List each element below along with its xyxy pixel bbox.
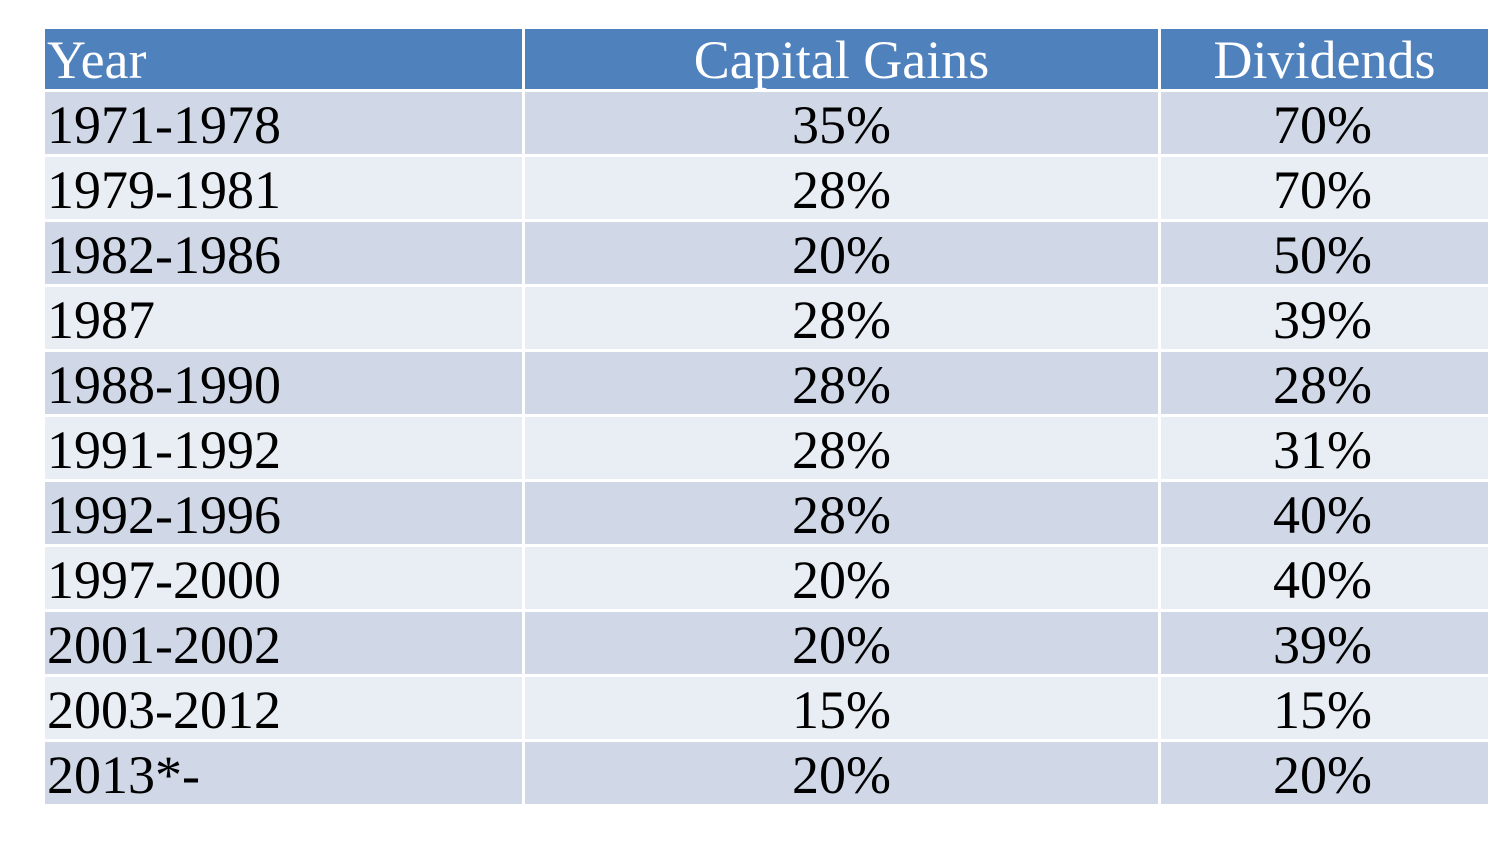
cell-dividends: 31% [1158, 414, 1491, 482]
table-row: 1992-1996 28% 40% [42, 479, 1491, 547]
table-row: 1987 28% 39% [42, 284, 1491, 352]
cell-dividends: 28% [1158, 349, 1491, 417]
cell-dividends: 39% [1158, 609, 1491, 677]
cell-capital-gains: 20% [522, 739, 1161, 807]
cell-year: 1979-1981 [42, 154, 525, 222]
table-row: 1971-1978 35% 70% [42, 89, 1491, 157]
table-row: 1997-2000 20% 40% [42, 544, 1491, 612]
cell-year: 1971-1978 [42, 89, 525, 157]
cell-year: 1991-1992 [42, 414, 525, 482]
table-row: 2013*- 20% 20% [42, 739, 1491, 807]
cell-capital-gains: 15% [522, 674, 1161, 742]
header-row: Year Capital Gains Dividends [42, 26, 1491, 92]
cell-dividends: 50% [1158, 219, 1491, 287]
cell-year: 1988-1990 [42, 349, 525, 417]
cell-year: 2003-2012 [42, 674, 525, 742]
cell-dividends: 40% [1158, 544, 1491, 612]
table-row: 1988-1990 28% 28% [42, 349, 1491, 417]
cell-capital-gains: 20% [522, 219, 1161, 287]
cell-dividends: 39% [1158, 284, 1491, 352]
cell-capital-gains: 28% [522, 154, 1161, 222]
column-header-capital-gains: Capital Gains [522, 26, 1161, 92]
table-row: 1982-1986 20% 50% [42, 219, 1491, 287]
cell-capital-gains: 28% [522, 284, 1161, 352]
cell-year: 2001-2002 [42, 609, 525, 677]
cell-dividends: 70% [1158, 154, 1491, 222]
table-row: 2001-2002 20% 39% [42, 609, 1491, 677]
cell-dividends: 40% [1158, 479, 1491, 547]
cell-capital-gains: 35% [522, 89, 1161, 157]
cell-dividends: 70% [1158, 89, 1491, 157]
cell-dividends: 20% [1158, 739, 1491, 807]
table-row: 1991-1992 28% 31% [42, 414, 1491, 482]
cell-year: 1992-1996 [42, 479, 525, 547]
table-header: Year Capital Gains Dividends [42, 26, 1491, 92]
cell-capital-gains: 28% [522, 349, 1161, 417]
cell-year: 2013*- [42, 739, 525, 807]
tax-rate-table: Year Capital Gains Dividends 1971-1978 3… [42, 26, 1491, 807]
table-row: 1979-1981 28% 70% [42, 154, 1491, 222]
table-row: 2003-2012 15% 15% [42, 674, 1491, 742]
cell-capital-gains: 28% [522, 479, 1161, 547]
table-body: 1971-1978 35% 70% 1979-1981 28% 70% 1982… [42, 89, 1491, 807]
cell-dividends: 15% [1158, 674, 1491, 742]
tax-rate-table-container: Year Capital Gains Dividends 1971-1978 3… [42, 26, 1491, 807]
cell-year: 1997-2000 [42, 544, 525, 612]
cell-capital-gains: 28% [522, 414, 1161, 482]
cell-capital-gains: 20% [522, 544, 1161, 612]
column-header-year: Year [42, 26, 525, 92]
cell-capital-gains: 20% [522, 609, 1161, 677]
cell-year: 1982-1986 [42, 219, 525, 287]
cell-year: 1987 [42, 284, 525, 352]
column-header-dividends: Dividends [1158, 26, 1491, 92]
